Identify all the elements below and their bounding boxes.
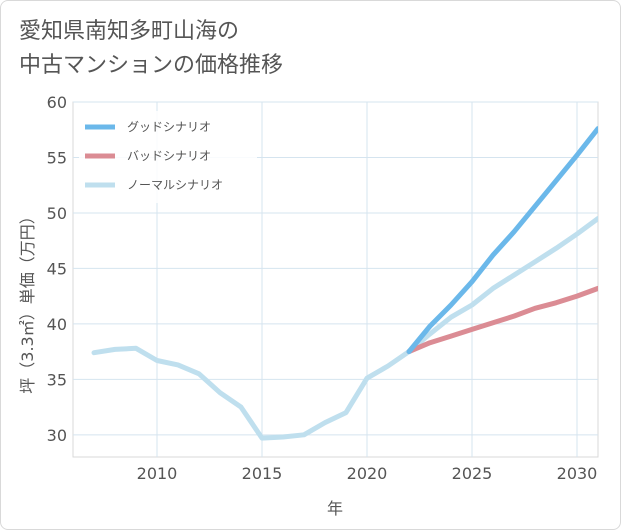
x-tick-label: 2025 [452, 464, 493, 483]
chart-title-line-1: 愛知県南知多町山海の [19, 19, 240, 44]
x-axis-ticks: 2010 2015 2020 2025 2030 [137, 464, 598, 483]
series-line-1 [406, 285, 598, 355]
x-axis-label: 年 [327, 499, 343, 518]
chart-title-line-2: 中古マンションの価格推移 [19, 53, 284, 78]
y-tick-label: 55 [47, 148, 67, 167]
series-line-2 [91, 216, 598, 441]
y-tick-label: 45 [47, 259, 67, 278]
chart-title: 愛知県南知多町山海の 中古マンションの価格推移 [19, 15, 439, 83]
x-tick-label: 2010 [137, 464, 178, 483]
y-tick-label: 30 [47, 426, 67, 445]
y-axis-ticks: 30 35 40 45 50 55 60 [47, 93, 67, 445]
y-tick-label: 50 [47, 204, 67, 223]
series-lines [91, 126, 598, 441]
y-tick-label: 60 [47, 93, 67, 112]
x-tick-label: 2030 [557, 464, 598, 483]
legend-label-2: ノーマルシナリオ [127, 178, 223, 192]
legend-label-0: グッドシナリオ [127, 120, 211, 134]
series-line-0 [406, 126, 598, 355]
x-tick-label: 2020 [347, 464, 388, 483]
y-tick-label: 40 [47, 315, 67, 334]
x-tick-label: 2015 [242, 464, 283, 483]
legend-label-1: バッドシナリオ [127, 149, 211, 163]
y-tick-label: 35 [47, 370, 67, 389]
y-axis-label: 坪（3.3㎡）単価（万円） [18, 208, 37, 393]
